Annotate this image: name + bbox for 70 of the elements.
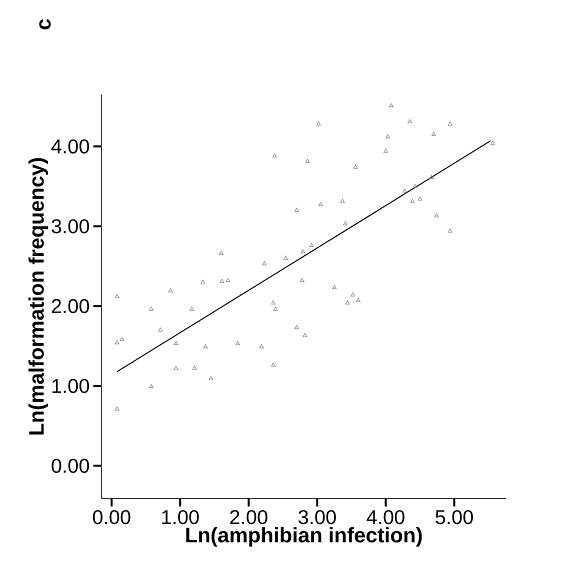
point (114, 294, 120, 298)
point (200, 280, 205, 284)
point (158, 328, 162, 332)
point (114, 340, 120, 344)
point (302, 333, 308, 338)
point (300, 249, 306, 254)
point (350, 292, 356, 296)
x-tick-label: 1.00 (162, 510, 199, 524)
x-tick-label: 3.00 (298, 510, 336, 524)
point (220, 278, 224, 283)
y-tick-label: 4.00 (51, 139, 90, 154)
point (271, 300, 276, 304)
x-tick-label: 5.00 (436, 510, 473, 524)
x-tick-label: 2.00 (230, 510, 268, 524)
point (448, 228, 452, 232)
point (149, 306, 154, 311)
point (343, 221, 348, 226)
point (272, 154, 277, 158)
point (434, 213, 439, 218)
x-tick-label: 4.00 (366, 510, 404, 524)
point (300, 278, 304, 282)
point (219, 250, 224, 255)
point (448, 122, 452, 126)
point (318, 202, 323, 206)
point (389, 103, 394, 108)
point (429, 175, 434, 179)
point (120, 337, 124, 342)
point (386, 134, 390, 138)
point (410, 199, 415, 203)
y-tick-label: 1.00 (52, 378, 90, 394)
point (356, 298, 361, 302)
point (114, 406, 120, 411)
point (174, 341, 178, 346)
point (236, 341, 240, 346)
point (259, 344, 264, 348)
point (412, 184, 418, 188)
point (294, 325, 299, 330)
point (262, 261, 267, 266)
point (345, 300, 350, 304)
point (340, 199, 345, 203)
point (174, 366, 178, 370)
point (192, 366, 197, 370)
point (310, 242, 314, 247)
point (408, 119, 412, 124)
point (208, 376, 214, 380)
point (168, 288, 173, 292)
point (316, 122, 321, 126)
point (332, 285, 337, 290)
point (149, 384, 154, 388)
point (283, 256, 288, 260)
point (490, 140, 495, 145)
point (294, 208, 299, 212)
point (273, 306, 278, 311)
point (203, 344, 208, 348)
y-tick-label: 2.00 (52, 299, 90, 314)
point (418, 196, 422, 201)
y-axis-title: Ln(malformation frequency) (28, 158, 48, 435)
point (190, 306, 194, 311)
x-tick-label: 0.00 (92, 510, 130, 524)
point (384, 148, 388, 153)
point (402, 188, 408, 193)
y-tick-label: 3.00 (52, 219, 90, 234)
x-axis-title: Ln(amphibian infection) (186, 527, 422, 547)
chart-title: c (39, 19, 51, 30)
y-tick-label: 0.00 (52, 458, 90, 473)
point (226, 278, 230, 282)
point (271, 362, 276, 367)
point (431, 132, 436, 136)
point (353, 164, 358, 169)
point (305, 159, 310, 163)
